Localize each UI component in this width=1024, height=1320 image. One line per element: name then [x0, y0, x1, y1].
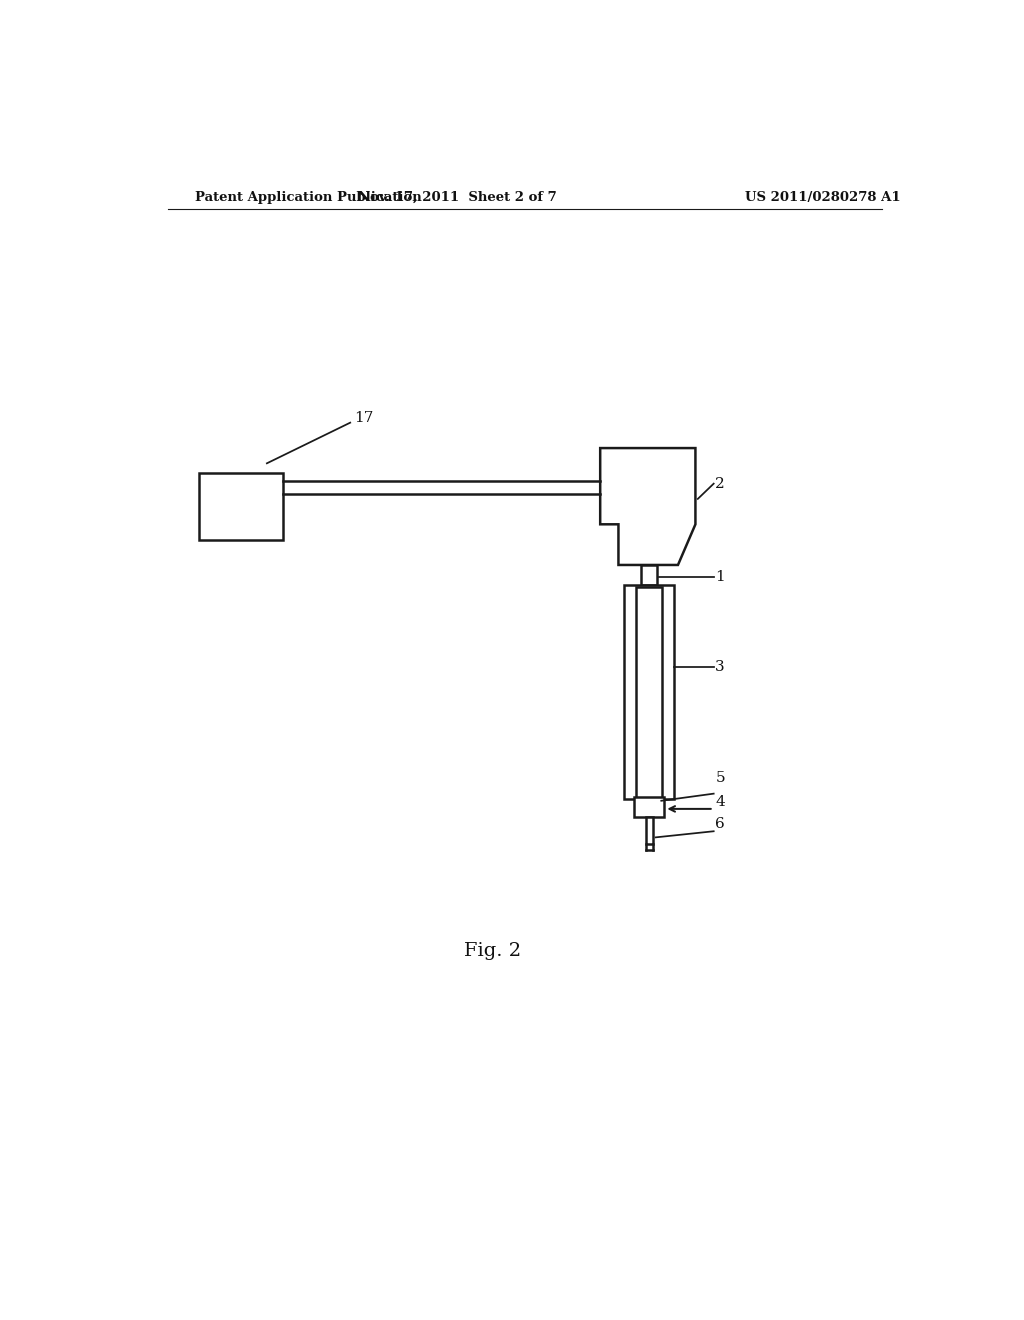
Text: Patent Application Publication: Patent Application Publication — [196, 190, 422, 203]
Text: 5: 5 — [715, 771, 725, 785]
Text: 3: 3 — [715, 660, 725, 673]
Bar — [634, 797, 665, 817]
Text: Fig. 2: Fig. 2 — [465, 942, 521, 960]
Bar — [646, 817, 652, 845]
Text: 6: 6 — [715, 817, 725, 832]
Polygon shape — [600, 447, 695, 565]
Text: 17: 17 — [354, 411, 374, 425]
Bar — [636, 587, 663, 799]
Bar — [641, 565, 657, 585]
Bar — [624, 585, 674, 799]
Text: 4: 4 — [715, 795, 725, 809]
Text: 1: 1 — [715, 570, 725, 585]
Text: 2: 2 — [715, 477, 725, 491]
Bar — [200, 474, 283, 540]
Text: Nov. 17, 2011  Sheet 2 of 7: Nov. 17, 2011 Sheet 2 of 7 — [358, 190, 557, 203]
Text: US 2011/0280278 A1: US 2011/0280278 A1 — [744, 190, 900, 203]
